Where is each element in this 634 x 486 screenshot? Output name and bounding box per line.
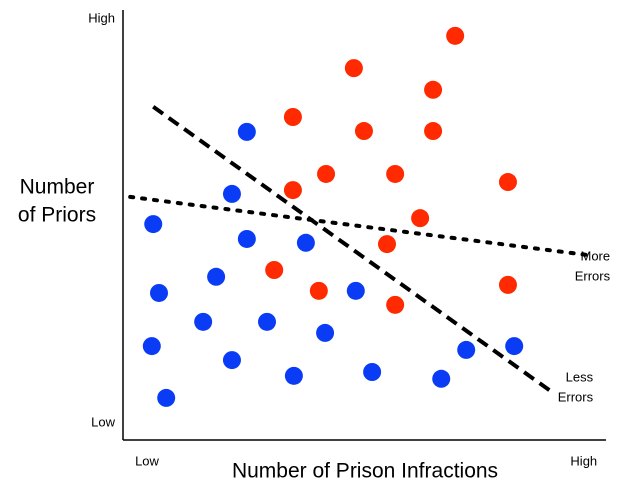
point (237, 229, 256, 248)
point (344, 59, 363, 78)
point (457, 340, 476, 359)
y-tick-label: High (88, 11, 115, 26)
point (505, 337, 524, 356)
point (283, 108, 302, 126)
point (316, 323, 335, 342)
point (424, 80, 443, 99)
trend-line (128, 194, 591, 258)
point (222, 351, 241, 370)
point (424, 122, 443, 141)
line-annotation: Errors (558, 389, 594, 404)
trend-line (152, 105, 555, 395)
point (194, 312, 213, 331)
line-annotation: More (580, 249, 610, 264)
line-annotation: Errors (575, 269, 611, 284)
point (498, 275, 517, 294)
line-annotation: Less (566, 369, 594, 384)
point (258, 312, 276, 331)
y-axis-label: Number (20, 176, 95, 199)
point (222, 184, 241, 203)
point (354, 122, 373, 141)
point (378, 235, 396, 254)
point (317, 164, 336, 183)
point (432, 369, 451, 388)
point (284, 366, 303, 385)
point (283, 181, 302, 200)
point (309, 281, 328, 300)
point (498, 173, 517, 192)
x-axis-label: Number of Prison Infractions (232, 460, 498, 483)
point (386, 295, 405, 314)
point (150, 283, 168, 302)
point (142, 337, 161, 356)
x-tick-label: High (570, 453, 597, 468)
x-tick-label: Low (135, 453, 159, 468)
point (411, 209, 430, 228)
point (157, 388, 176, 407)
point (144, 215, 163, 234)
point (296, 233, 315, 252)
point (446, 26, 465, 45)
point (237, 122, 256, 141)
point (346, 281, 365, 300)
y-axis-label: of Priors (18, 204, 96, 227)
point (207, 267, 226, 286)
y-tick-label: Low (91, 414, 115, 429)
point (265, 261, 284, 279)
point (386, 164, 405, 183)
point (363, 363, 382, 381)
